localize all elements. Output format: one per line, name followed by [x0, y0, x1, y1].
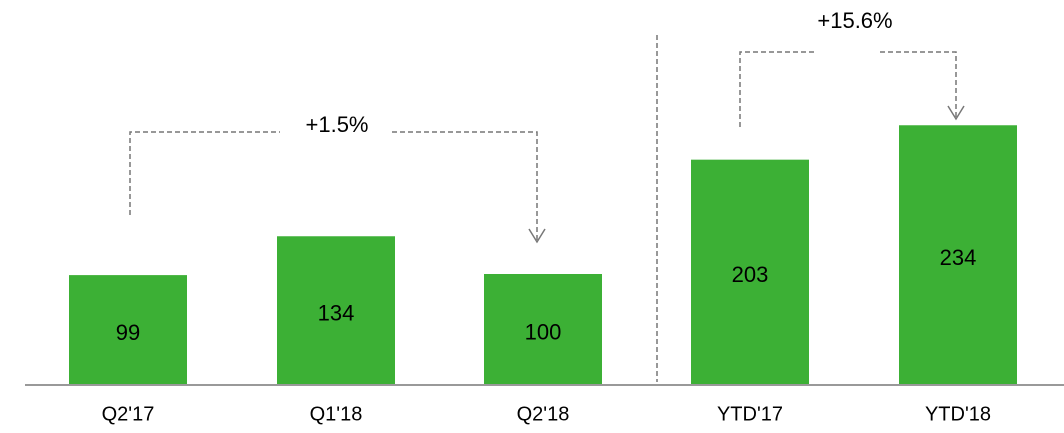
value-label: 100	[525, 319, 562, 344]
bracket	[392, 131, 538, 240]
arrow-head	[947, 105, 965, 121]
x-tick-label: Q2'18	[517, 403, 570, 425]
bar	[484, 274, 602, 385]
annotation: +15.6%	[817, 8, 892, 33]
x-tick-label: Q1'18	[310, 403, 363, 425]
annotation: +1.5%	[306, 112, 369, 137]
bar	[277, 236, 395, 385]
value-label: 203	[732, 262, 769, 287]
x-tick-label: Q2'17	[102, 403, 155, 425]
arrow-head	[528, 228, 546, 244]
value-label: 99	[116, 320, 140, 345]
bar	[899, 125, 1017, 385]
bracket	[739, 51, 815, 127]
bracket	[880, 51, 957, 118]
x-tick-label: YTD'18	[925, 403, 991, 425]
bar	[691, 159, 809, 385]
bar	[69, 275, 187, 385]
x-tick-label: YTD'17	[717, 403, 783, 425]
value-label: 134	[318, 300, 355, 325]
value-label: 234	[940, 245, 977, 270]
bracket	[129, 131, 280, 215]
